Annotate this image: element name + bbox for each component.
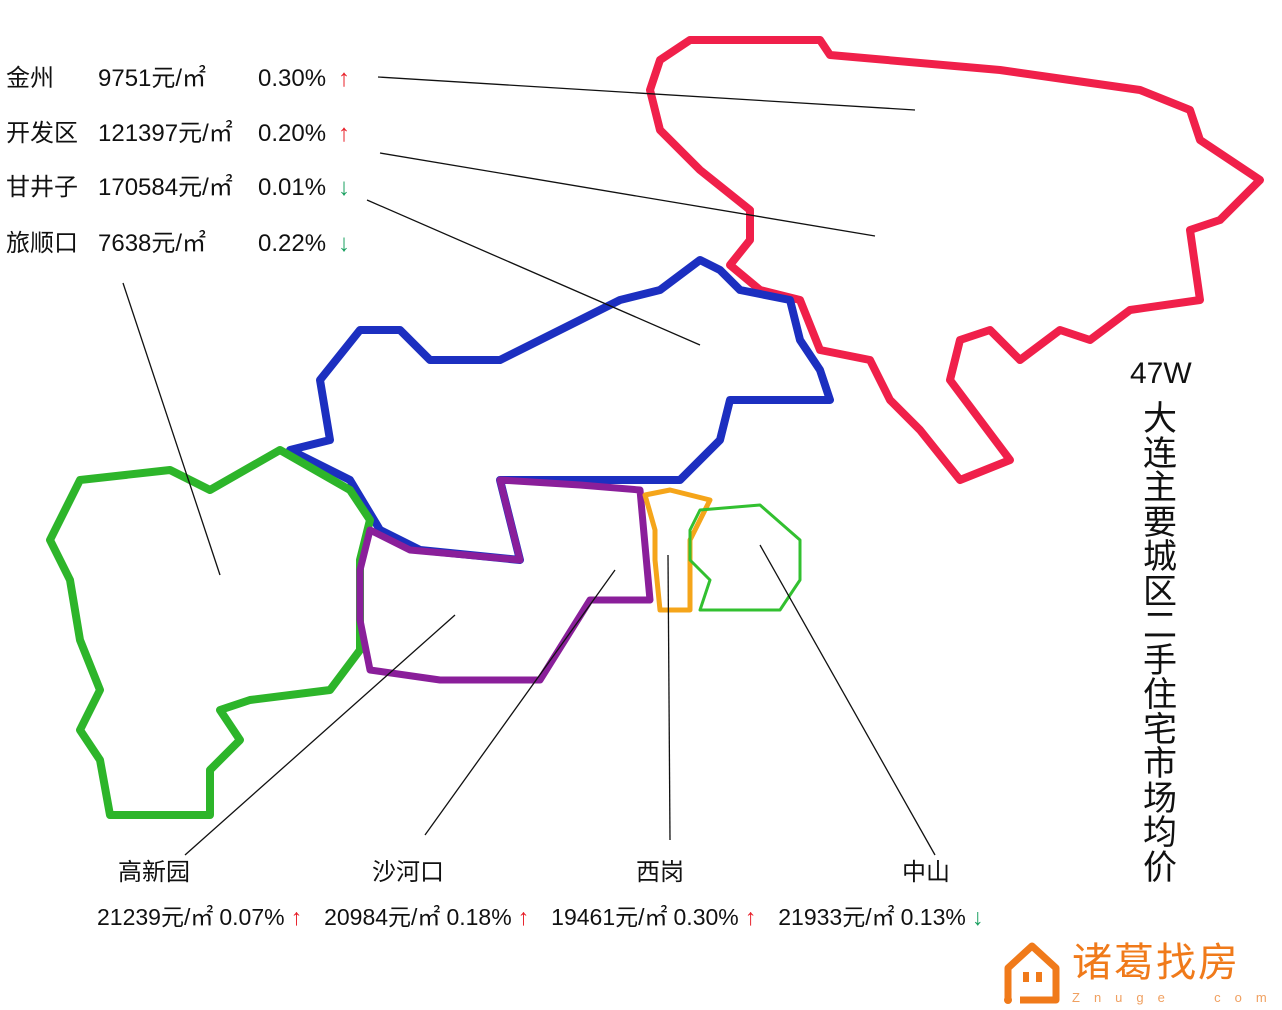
page-title: 大连主要城区二手住宅市场均价 [1143,400,1177,887]
district-price: 170584元/㎡ [98,174,233,201]
top-district-row: 开发区 121397元/㎡ 0.20% ↑ [6,119,350,149]
region-gaoxinyuan [46,446,374,819]
logo: 诸葛找房 Znuge com [1000,940,1270,1008]
district-price: 19461元/㎡ [551,904,668,930]
arrow-up-icon: ↑ [338,120,350,147]
arrow-down-icon: ↓ [338,230,350,257]
district-price: 20984元/㎡ [324,904,441,930]
district-name-zhongshan: 中山 [902,859,950,886]
leader-line-xigang [667,554,671,841]
bottom-stats: 21239元/㎡ 0.07% ↑ 20984元/㎡ 0.18% ↑ 19461元/㎡ 0.… [97,903,983,931]
top-district-row: 旅顺口 7638元/㎡ 0.22% ↓ [6,229,350,259]
district-change: 0.30% [673,904,739,930]
district-stat: 20984元/㎡ 0.18% ↑ [324,903,529,931]
district-name-gaoxinyuan: 高新园 [118,859,190,886]
arrow-down-icon: ↓ [338,174,350,201]
district-price: 21239元/㎡ [97,904,214,930]
district-name: 开发区 [6,120,78,147]
district-name-xigang: 西岗 [636,859,684,886]
district-name: 旅顺口 [6,230,78,257]
district-name: 甘井子 [6,174,78,201]
leader-line-kaifaqu [379,152,876,237]
region-shahekou [356,476,654,684]
district-change: 0.01% [258,174,327,201]
logo-text: 诸葛找房 [1072,941,1240,985]
region-zhongshan [688,503,802,612]
house-icon [1004,942,1060,1004]
district-change: 0.18% [446,904,512,930]
district-change: 0.07% [219,904,285,930]
top-district-row: 甘井子 170584元/㎡ 0.01% ↓ [6,173,350,203]
top-district-row: 金州 9751元/㎡ 0.30% ↑ [6,64,350,94]
region-jinzhou [646,36,1264,484]
arrow-up-icon: ↑ [338,65,350,92]
district-stat: 21933元/㎡ 0.13% ↓ [778,903,983,931]
district-change: 0.22% [258,230,327,257]
leader-line-gaoxinyuan [184,614,456,856]
district-price: 21933元/㎡ [778,904,895,930]
arrow-up-icon: ↑ [290,904,303,930]
arrow-up-icon: ↑ [744,904,757,930]
district-name: 金州 [6,65,54,92]
leader-line-jinzhou [377,76,916,111]
district-stat: 21239元/㎡ 0.07% ↑ [97,903,302,931]
district-price: 9751元/㎡ [98,65,207,92]
leader-line-ganjingzi [366,199,701,346]
logo-subtext: Znuge com [1072,990,1281,1005]
region-xigang [642,487,713,613]
district-price: 121397元/㎡ [98,120,233,147]
total-label: 47W [1130,357,1192,390]
district-change: 0.13% [900,904,966,930]
district-stat: 19461元/㎡ 0.30% ↑ [551,903,756,931]
arrow-up-icon: ↑ [517,904,530,930]
district-change: 0.30% [258,65,327,92]
leader-line-shahekou [424,569,616,836]
district-price: 7638元/㎡ [98,230,207,257]
leader-line-zhongshan [759,544,936,856]
district-name-shahekou: 沙河口 [372,859,444,886]
district-change: 0.20% [258,120,327,147]
arrow-down-icon: ↓ [971,904,984,930]
leader-line-lvshunkou [122,282,221,576]
